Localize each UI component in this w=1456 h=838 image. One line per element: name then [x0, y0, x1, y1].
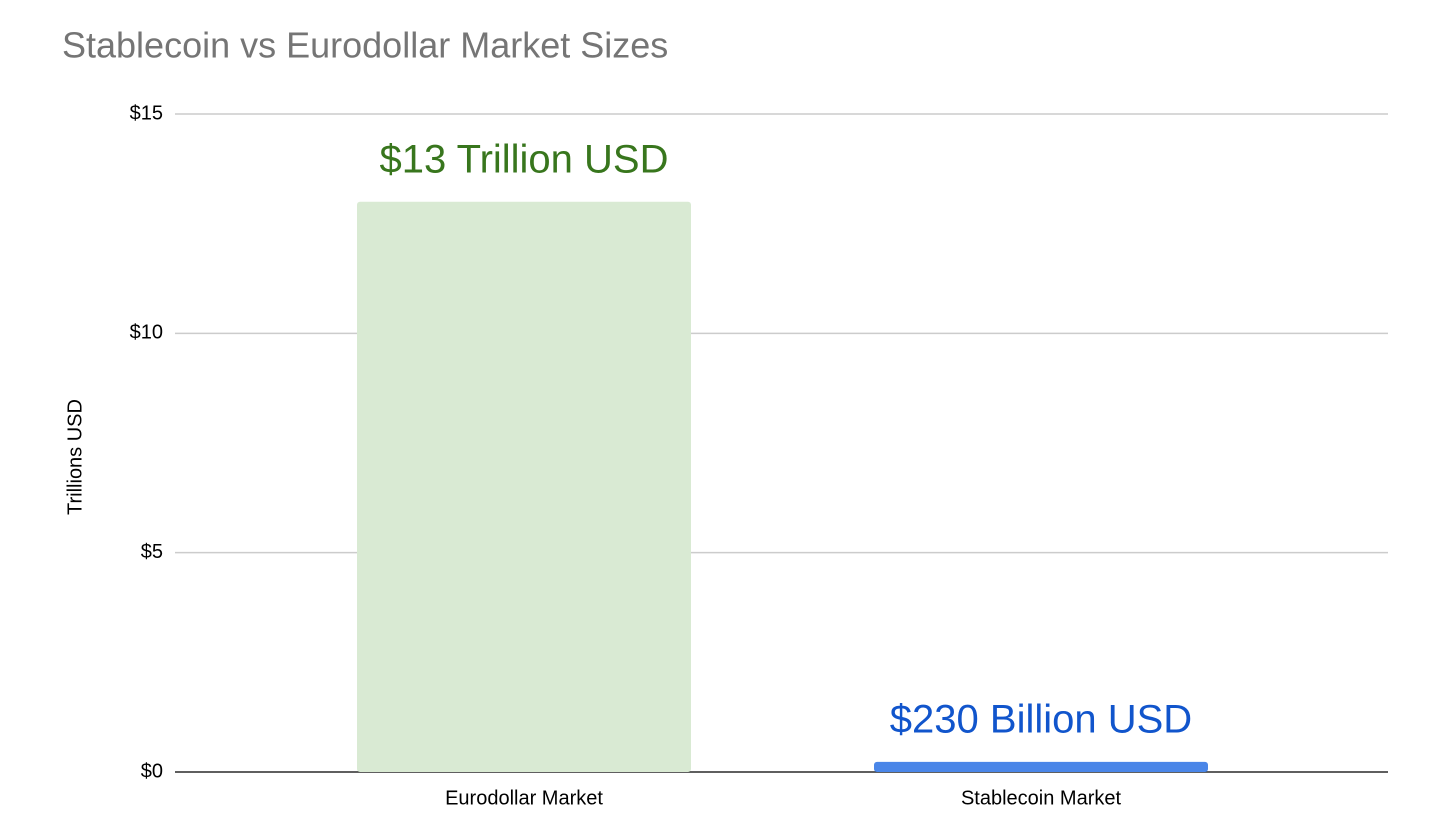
y-tick-label: $5: [141, 541, 163, 563]
y-tick-label: $10: [130, 322, 163, 344]
y-tick-label: $0: [141, 760, 163, 782]
x-tick-label: Eurodollar Market: [445, 787, 603, 809]
y-axis-label: Trillions USD: [64, 399, 86, 515]
y-tick-label: $15: [130, 102, 163, 124]
value-label: $230 Billion USD: [890, 697, 1192, 741]
bar: [357, 201, 691, 772]
chart-title: Stablecoin vs Eurodollar Market Sizes: [62, 25, 668, 66]
bar: [874, 761, 1208, 772]
x-tick-label: Stablecoin Market: [961, 787, 1122, 809]
value-label: $13 Trillion USD: [379, 137, 668, 181]
